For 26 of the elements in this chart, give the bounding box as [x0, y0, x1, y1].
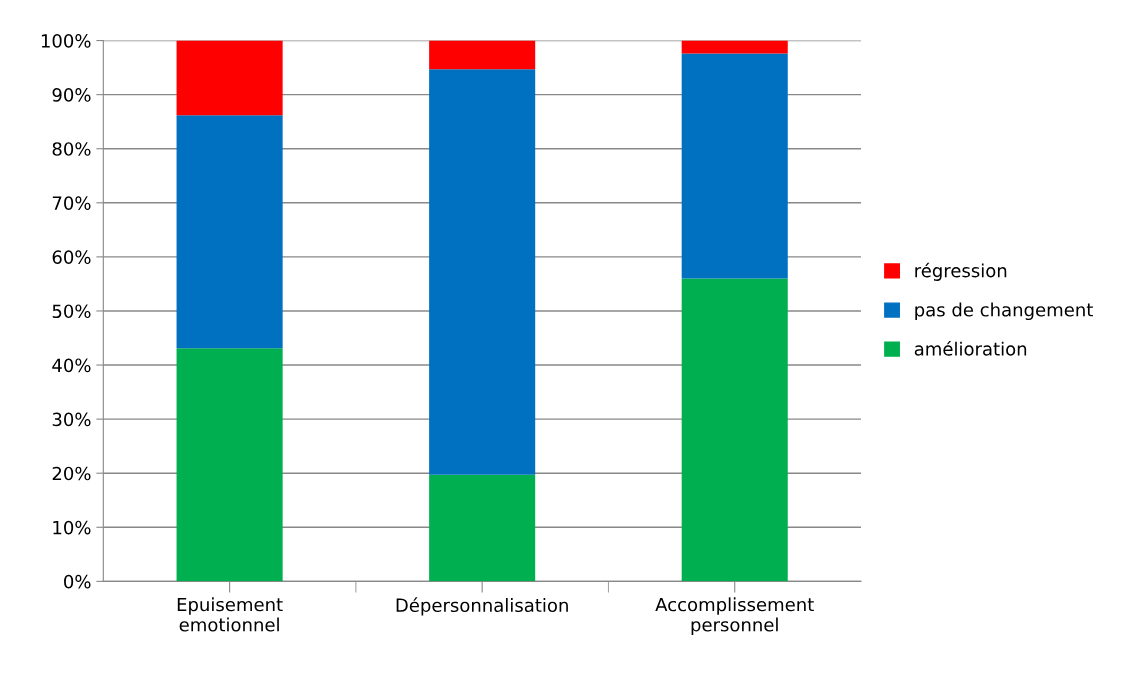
y-tick-label: 30% — [52, 412, 91, 427]
y-tick-label: 70% — [52, 196, 91, 210]
legend-label: amélioration — [914, 341, 1027, 356]
bar — [681, 53, 788, 279]
bar — [176, 40, 283, 116]
legend-label: régression — [915, 262, 1007, 281]
bar — [429, 40, 536, 70]
y-tick-label: 0% — [64, 574, 91, 589]
y-tick-label: 60% — [52, 250, 91, 264]
y-tick-label: 100% — [41, 34, 91, 48]
y-tick-label: 50% — [52, 304, 91, 319]
y-tick-label: 80% — [52, 142, 91, 156]
y-tick-label: 40% — [52, 358, 91, 373]
x-tick-label: Dépersonnalisation — [396, 597, 568, 616]
x-tick-label: Accomplissement personnel — [655, 597, 814, 636]
bar — [176, 348, 283, 582]
bar — [176, 115, 283, 349]
legend-label: pas de changement — [915, 302, 1093, 321]
y-tick-label: 20% — [52, 466, 91, 481]
bar — [429, 69, 536, 475]
bar — [429, 474, 536, 582]
y-tick-label: 10% — [53, 520, 91, 535]
y-tick-label: 90% — [52, 88, 91, 102]
x-tick-label: Epuisement emotionnel — [177, 597, 283, 632]
bar — [681, 278, 788, 582]
bar — [681, 40, 788, 54]
